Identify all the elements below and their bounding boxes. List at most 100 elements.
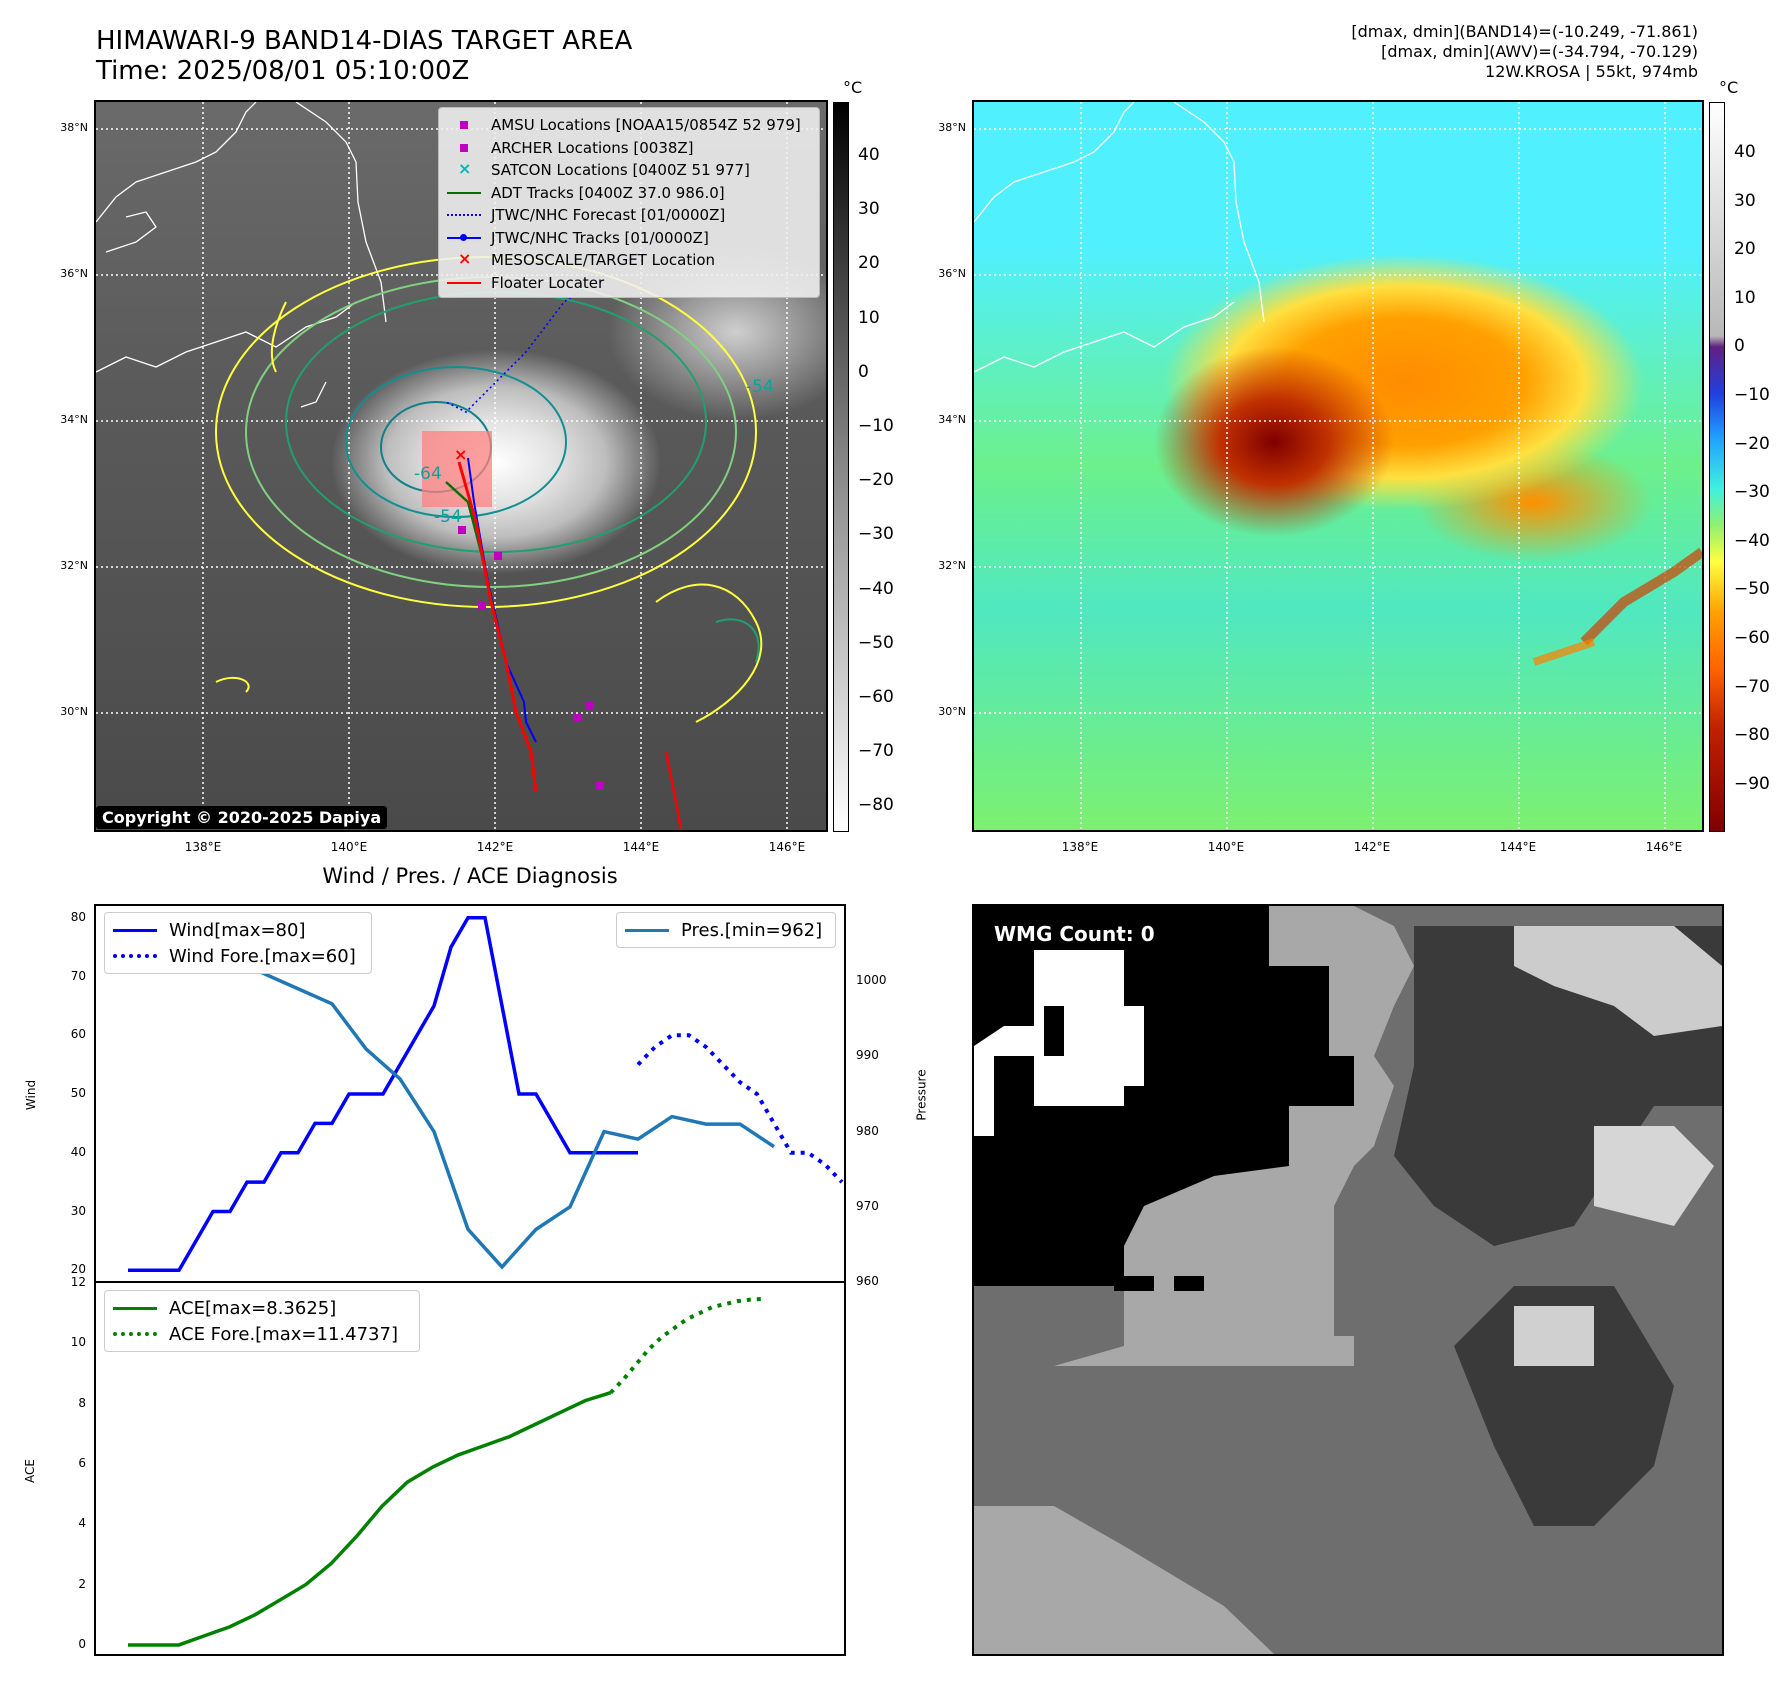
- page-title: HIMAWARI-9 BAND14-DIAS TARGET AREA: [96, 26, 633, 56]
- legend-wind-forecast: Wind Fore.[max=60]: [169, 945, 356, 967]
- lon-tick: 142°E: [1353, 840, 1391, 854]
- legend-item-forecast: JTWC/NHC Forecast [01/0000Z]: [447, 204, 811, 227]
- info-awv: [dmax, dmin](AWV)=(-34.794, -70.129): [1381, 42, 1698, 61]
- colorbar-ir-tick: −40: [858, 578, 894, 599]
- y-tick-label: 10: [70, 1335, 86, 1350]
- wind-legend[interactable]: Wind[max=80] Wind Fore.[max=60]: [104, 912, 372, 974]
- lat-tick: 32°N: [60, 559, 88, 572]
- legend-ace-forecast: ACE Fore.[max=11.4737]: [169, 1323, 398, 1345]
- ace-line: [128, 1391, 612, 1647]
- legend-item-tracks: JTWC/NHC Tracks [01/0000Z]: [447, 227, 811, 250]
- colorbar-wv: [1709, 102, 1725, 832]
- colorbar-wv-tick: 30: [1734, 190, 1756, 211]
- y-tick-label: 60: [70, 1027, 86, 1042]
- ace-legend[interactable]: ACE[max=8.3625] ACE Fore.[max=11.4737]: [104, 1290, 420, 1352]
- y-tick-label: 1000: [856, 973, 887, 988]
- colorbar-wv-tick: −90: [1734, 773, 1770, 794]
- colorbar-wv-tick: −10: [1734, 385, 1770, 405]
- ace-plot: [128, 1296, 764, 1647]
- wv-map-overlay: [974, 102, 1702, 830]
- lon-tick: 142°E: [476, 840, 514, 854]
- colorbar-wv-tick: −40: [1734, 530, 1770, 551]
- lat-tick: 34°N: [938, 413, 966, 426]
- colorbar-ir-tick: 30: [858, 199, 880, 220]
- colorbar-ir-tick: 0: [858, 361, 869, 382]
- colorbar-wv-tick: 20: [1734, 239, 1756, 260]
- colorbar-wv-tick: −60: [1734, 628, 1770, 648]
- colorbar-wv-tick: −30: [1734, 482, 1770, 503]
- page-timestamp: Time: 2025/08/01 05:10:00Z: [96, 56, 470, 86]
- legend-item-adt: ADT Tracks [0400Z 37.0 986.0]: [447, 182, 811, 205]
- colorbar-ir-tick: −10: [858, 416, 894, 436]
- contour-label: -54: [434, 507, 462, 527]
- copyright-label: Copyright © 2020-2025 Dapiya: [96, 806, 388, 829]
- solid-line-icon: [113, 928, 157, 932]
- colorbar-wv-tick: −80: [1734, 725, 1770, 746]
- line-icon: [447, 186, 481, 200]
- y-tick-label: 20: [70, 1262, 86, 1277]
- lon-tick: 146°E: [768, 840, 806, 854]
- lon-tick: 146°E: [1645, 840, 1683, 854]
- lat-tick: 38°N: [60, 121, 88, 134]
- wmg-grid: [974, 906, 1722, 1654]
- lon-tick: 138°E: [1061, 840, 1099, 854]
- ace-axis-label: ACE: [22, 1459, 37, 1483]
- lat-tick: 36°N: [60, 267, 88, 280]
- chart-title: Wind / Pres. / ACE Diagnosis: [322, 864, 618, 888]
- colorbar-ir: [833, 102, 849, 832]
- dotted-line-icon: [113, 1332, 157, 1336]
- lat-tick: 30°N: [938, 705, 966, 718]
- info-storm: 12W.KROSA | 55kt, 974mb: [1485, 62, 1698, 81]
- colorbar-wv-tick: 0: [1734, 336, 1745, 357]
- pressure-axis-label: Pressure: [914, 1069, 929, 1121]
- colorbar-wv-tick: −50: [1734, 579, 1770, 600]
- lon-tick: 144°E: [1499, 840, 1537, 854]
- y-tick-label: 0: [78, 1636, 86, 1651]
- colorbar-ir-tick: −50: [858, 632, 894, 653]
- y-tick-label: 8: [78, 1395, 86, 1410]
- dotted-line-icon: [113, 954, 157, 958]
- colorbar-ir-unit: °C: [843, 78, 863, 97]
- colorbar-ir-tick: −60: [858, 687, 894, 707]
- map-legend[interactable]: AMSU Locations [NOAA15/0854Z 52 979] ARC…: [438, 107, 820, 298]
- solid-line-icon: [113, 1306, 157, 1310]
- wind-line: [128, 916, 638, 1272]
- legend-wind: Wind[max=80]: [169, 919, 306, 941]
- legend-item-amsu: AMSU Locations [NOAA15/0854Z 52 979]: [447, 114, 811, 137]
- y-tick-label: 970: [856, 1198, 879, 1213]
- lon-tick: 140°E: [330, 840, 368, 854]
- wmg-panel: WMG Count: 0: [972, 904, 1724, 1656]
- legend-item-floater: Floater Locater: [447, 272, 811, 295]
- legend-pressure: Pres.[min=962]: [681, 919, 823, 941]
- x-icon: ×: [458, 249, 472, 269]
- square-icon: [447, 118, 481, 132]
- colorbar-wv-unit: °C: [1719, 78, 1739, 97]
- lat-tick: 32°N: [938, 559, 966, 572]
- contour-label: -64: [414, 464, 442, 484]
- dotted-line-icon: [447, 208, 481, 222]
- colorbar-ir-tick: 10: [858, 307, 880, 328]
- y-tick-label: 4: [78, 1516, 86, 1531]
- ace-forecast-line: [609, 1296, 764, 1395]
- colorbar-wv-tick: −70: [1734, 676, 1770, 697]
- line-icon: [447, 276, 481, 290]
- square-icon: [447, 141, 481, 155]
- lon-tick: 138°E: [184, 840, 222, 854]
- colorbar-ir-tick: −20: [858, 470, 894, 491]
- wmg-count-badge: WMG Count: 0: [986, 918, 1163, 950]
- legend-item-archer: ARCHER Locations [0038Z]: [447, 137, 811, 160]
- colorbar-ir-tick: −30: [858, 524, 894, 545]
- legend-item-satcon: × SATCON Locations [0400Z 51 977]: [447, 159, 811, 182]
- ir-map-overlay: × -64 -54 -54: [96, 102, 826, 830]
- lat-tick: 38°N: [938, 121, 966, 134]
- x-icon: ×: [458, 159, 472, 179]
- y-tick-label: 70: [70, 968, 86, 983]
- lat-tick: 34°N: [60, 413, 88, 426]
- y-tick-label: 50: [70, 1086, 86, 1100]
- pressure-legend[interactable]: Pres.[min=962]: [616, 912, 836, 948]
- y-tick-label: 12: [70, 1275, 86, 1289]
- lon-tick: 144°E: [622, 840, 660, 854]
- info-band14: [dmax, dmin](BAND14)=(-10.249, -71.861): [1351, 22, 1698, 41]
- y-tick-label: 980: [856, 1123, 879, 1138]
- colorbar-ir-tick: 40: [858, 145, 880, 165]
